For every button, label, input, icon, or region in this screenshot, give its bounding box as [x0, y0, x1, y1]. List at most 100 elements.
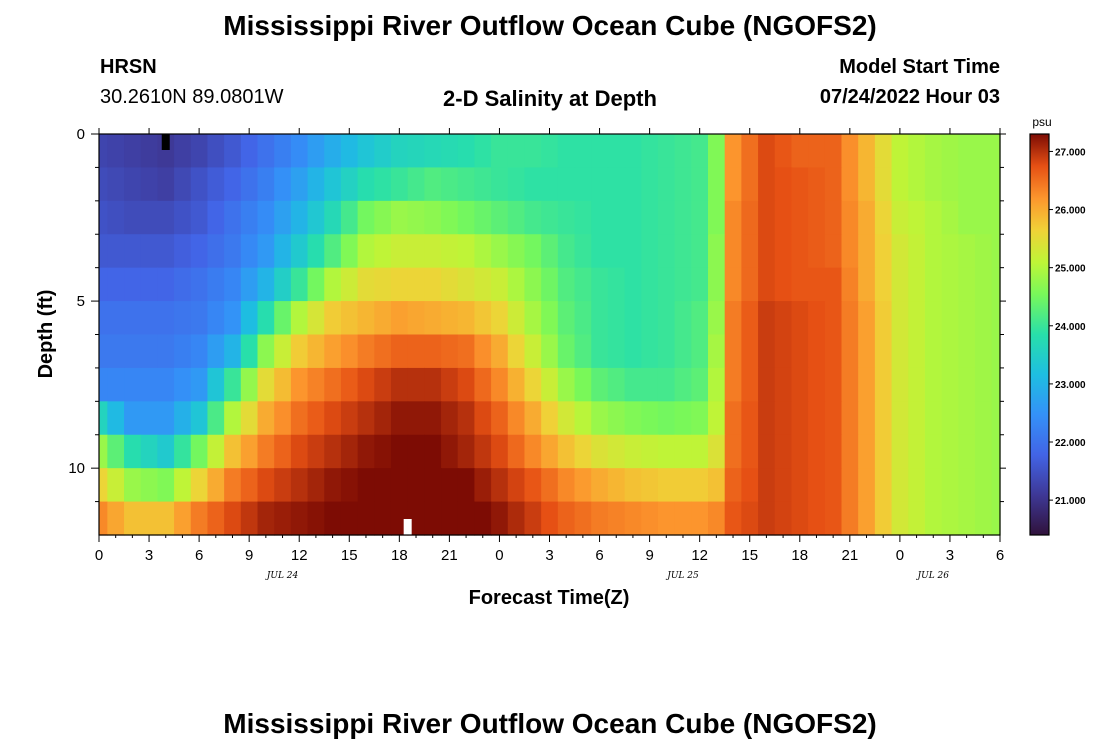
heatmap-cell [140, 234, 158, 269]
heatmap-cell [557, 401, 576, 436]
y-tick-label: 5 [77, 293, 85, 310]
heatmap-cell [774, 301, 793, 336]
heatmap-cell [124, 167, 142, 202]
heatmap-cell [774, 134, 793, 169]
heatmap-cell [974, 167, 993, 202]
heatmap-cell [274, 301, 292, 336]
heatmap-cell [557, 434, 576, 469]
heatmap-cell [507, 234, 526, 269]
heatmap-cell [574, 267, 592, 302]
heatmap-cell [157, 200, 175, 235]
heatmap-cell [774, 434, 793, 469]
heatmap-cell [340, 267, 359, 302]
heatmap-cell [140, 334, 158, 369]
x-tick-label: 0 [495, 547, 503, 564]
heatmap-cell [190, 501, 209, 536]
heatmap-cell [407, 334, 425, 369]
heatmap-cell [674, 367, 692, 402]
heatmap-cell [941, 267, 959, 302]
heatmap-cell [474, 468, 492, 503]
heatmap-cell [107, 501, 125, 536]
heatmap-cell [941, 200, 959, 235]
heatmap-cell [457, 367, 476, 402]
heatmap-cell [557, 200, 576, 235]
heatmap-cell [124, 301, 142, 336]
heatmap-cell [99, 468, 108, 503]
heatmap-cell [240, 401, 259, 436]
heatmap-cell [724, 367, 742, 402]
heatmap-cell [758, 301, 776, 336]
heatmap-cell [491, 267, 509, 302]
heatmap-cell [708, 134, 726, 169]
heatmap-cell [324, 301, 342, 336]
heatmap-cell [958, 234, 976, 269]
heatmap-cell [858, 134, 876, 169]
heatmap-cell [991, 167, 1001, 202]
heatmap-cell [491, 234, 509, 269]
heatmap-cell [574, 434, 592, 469]
heatmap-cell [174, 234, 192, 269]
heatmap-cell [724, 134, 742, 169]
heatmap-cell [724, 267, 742, 302]
heatmap-cell [457, 501, 476, 536]
heatmap-cell [424, 334, 442, 369]
heatmap-cell [607, 501, 626, 536]
heatmap-cell [374, 434, 392, 469]
heatmap-cell [407, 367, 425, 402]
heatmap-cell [841, 200, 859, 235]
heatmap-cell [691, 234, 709, 269]
heatmap-cell [257, 267, 275, 302]
heatmap-cell [157, 267, 175, 302]
x-tick-label: 9 [245, 547, 253, 564]
colorbar-tick-label: 24.000 [1055, 322, 1086, 333]
heatmap-cell [858, 468, 876, 503]
time-marker [161, 134, 170, 150]
x-tick-label: 3 [545, 547, 553, 564]
heatmap-cell [240, 301, 259, 336]
heatmap-cell [808, 468, 826, 503]
heatmap-cell [958, 501, 976, 536]
heatmap-cell [357, 334, 375, 369]
heatmap-cell [307, 301, 325, 336]
colorbar-tick-label: 27.000 [1055, 147, 1086, 158]
heatmap-cell [524, 301, 542, 336]
heatmap-cell [390, 334, 409, 369]
heatmap-cell [190, 200, 209, 235]
heatmap-cell [774, 200, 793, 235]
heatmap-cell [791, 167, 809, 202]
heatmap-cell [307, 434, 325, 469]
heatmap-cell [290, 401, 309, 436]
model-start-label: Model Start Time [839, 56, 1000, 78]
heatmap-cell [674, 167, 692, 202]
heatmap-cell [107, 167, 125, 202]
heatmap-cell [274, 267, 292, 302]
heatmap-cell [874, 468, 893, 503]
heatmap-cell [491, 334, 509, 369]
heatmap-cell [124, 267, 142, 302]
heatmap-cell [708, 167, 726, 202]
heatmap-cell [190, 334, 209, 369]
heatmap-cell [774, 334, 793, 369]
heatmap-cell [657, 134, 676, 169]
heatmap-cell [991, 334, 1001, 369]
heatmap-cell [691, 334, 709, 369]
heatmap-cell [874, 167, 893, 202]
heatmap-cell [624, 401, 642, 436]
heatmap-cell [274, 167, 292, 202]
heatmap-cell [624, 468, 642, 503]
heatmap-cell [474, 301, 492, 336]
heatmap-cell [691, 501, 709, 536]
heatmap-cell [974, 468, 993, 503]
heatmap-cell [207, 200, 225, 235]
heatmap-cell [541, 367, 559, 402]
heatmap-cell [624, 134, 642, 169]
date-label: JUL 25 [665, 571, 699, 581]
heatmap-cell [374, 334, 392, 369]
heatmap-cell [507, 134, 526, 169]
heatmap-cell [224, 234, 242, 269]
heatmap-cell [841, 501, 859, 536]
heatmap-cell [307, 167, 325, 202]
heatmap-cell [841, 167, 859, 202]
heatmap-cell [708, 401, 726, 436]
heatmap-cell [841, 468, 859, 503]
